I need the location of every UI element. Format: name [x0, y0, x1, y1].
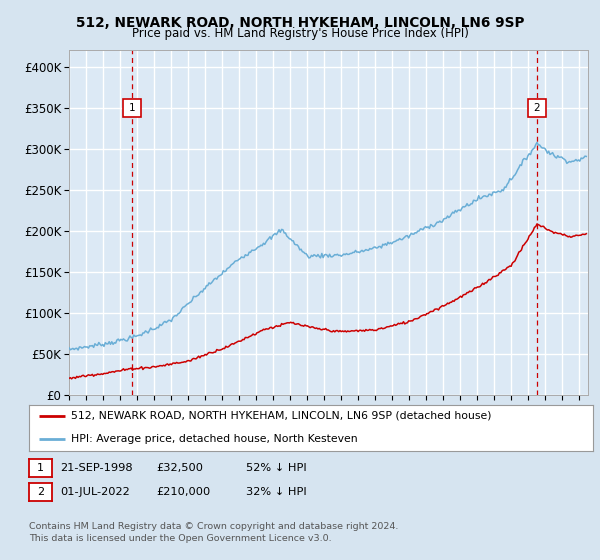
Text: 1: 1 [37, 463, 44, 473]
Text: Contains HM Land Registry data © Crown copyright and database right 2024.
This d: Contains HM Land Registry data © Crown c… [29, 522, 398, 543]
Text: 32% ↓ HPI: 32% ↓ HPI [246, 487, 307, 497]
Text: 52% ↓ HPI: 52% ↓ HPI [246, 463, 307, 473]
Text: 2: 2 [533, 103, 540, 113]
Text: 2: 2 [37, 487, 44, 497]
Text: 512, NEWARK ROAD, NORTH HYKEHAM, LINCOLN, LN6 9SP: 512, NEWARK ROAD, NORTH HYKEHAM, LINCOLN… [76, 16, 524, 30]
Text: £32,500: £32,500 [156, 463, 203, 473]
Text: Price paid vs. HM Land Registry's House Price Index (HPI): Price paid vs. HM Land Registry's House … [131, 27, 469, 40]
Text: 21-SEP-1998: 21-SEP-1998 [60, 463, 133, 473]
Text: 01-JUL-2022: 01-JUL-2022 [60, 487, 130, 497]
Text: 512, NEWARK ROAD, NORTH HYKEHAM, LINCOLN, LN6 9SP (detached house): 512, NEWARK ROAD, NORTH HYKEHAM, LINCOLN… [71, 411, 491, 421]
Text: £210,000: £210,000 [156, 487, 210, 497]
Text: HPI: Average price, detached house, North Kesteven: HPI: Average price, detached house, Nort… [71, 434, 358, 444]
Text: 1: 1 [129, 103, 136, 113]
